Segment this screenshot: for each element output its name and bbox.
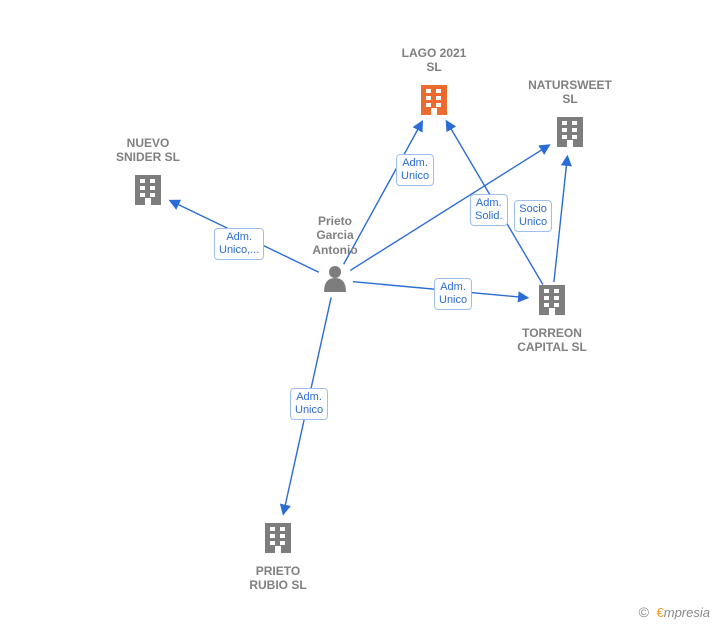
building-icon: [421, 85, 447, 115]
node-label: TORREONCAPITAL SL: [492, 326, 612, 355]
edge-label: Adm.Unico,...: [214, 228, 264, 260]
brand-name: mpresia: [664, 605, 710, 620]
edge: [554, 156, 568, 282]
node-label: PRIETORUBIO SL: [218, 564, 338, 593]
node-label: PrietoGarciaAntonio: [275, 214, 395, 257]
edge-label: Adm.Solid.: [470, 194, 508, 226]
building-icon: [557, 117, 583, 147]
building-icon: [135, 175, 161, 205]
edge-label: Adm.Unico: [290, 388, 328, 420]
building-icon: [265, 523, 291, 553]
building-icon: [539, 285, 565, 315]
node-label: LAGO 2021SL: [374, 46, 494, 75]
edge-label: Adm.Unico: [434, 278, 472, 310]
brand-prefix: €: [657, 605, 664, 620]
node-label: NUEVOSNIDER SL: [88, 136, 208, 165]
edge-label: SocioUnico: [514, 200, 552, 232]
copyright-symbol: ©: [639, 604, 649, 620]
footer: © €mpresia: [639, 604, 710, 620]
node-label: NATURSWEETSL: [510, 78, 630, 107]
edge-label: Adm.Unico: [396, 154, 434, 186]
person-icon: [324, 266, 346, 292]
